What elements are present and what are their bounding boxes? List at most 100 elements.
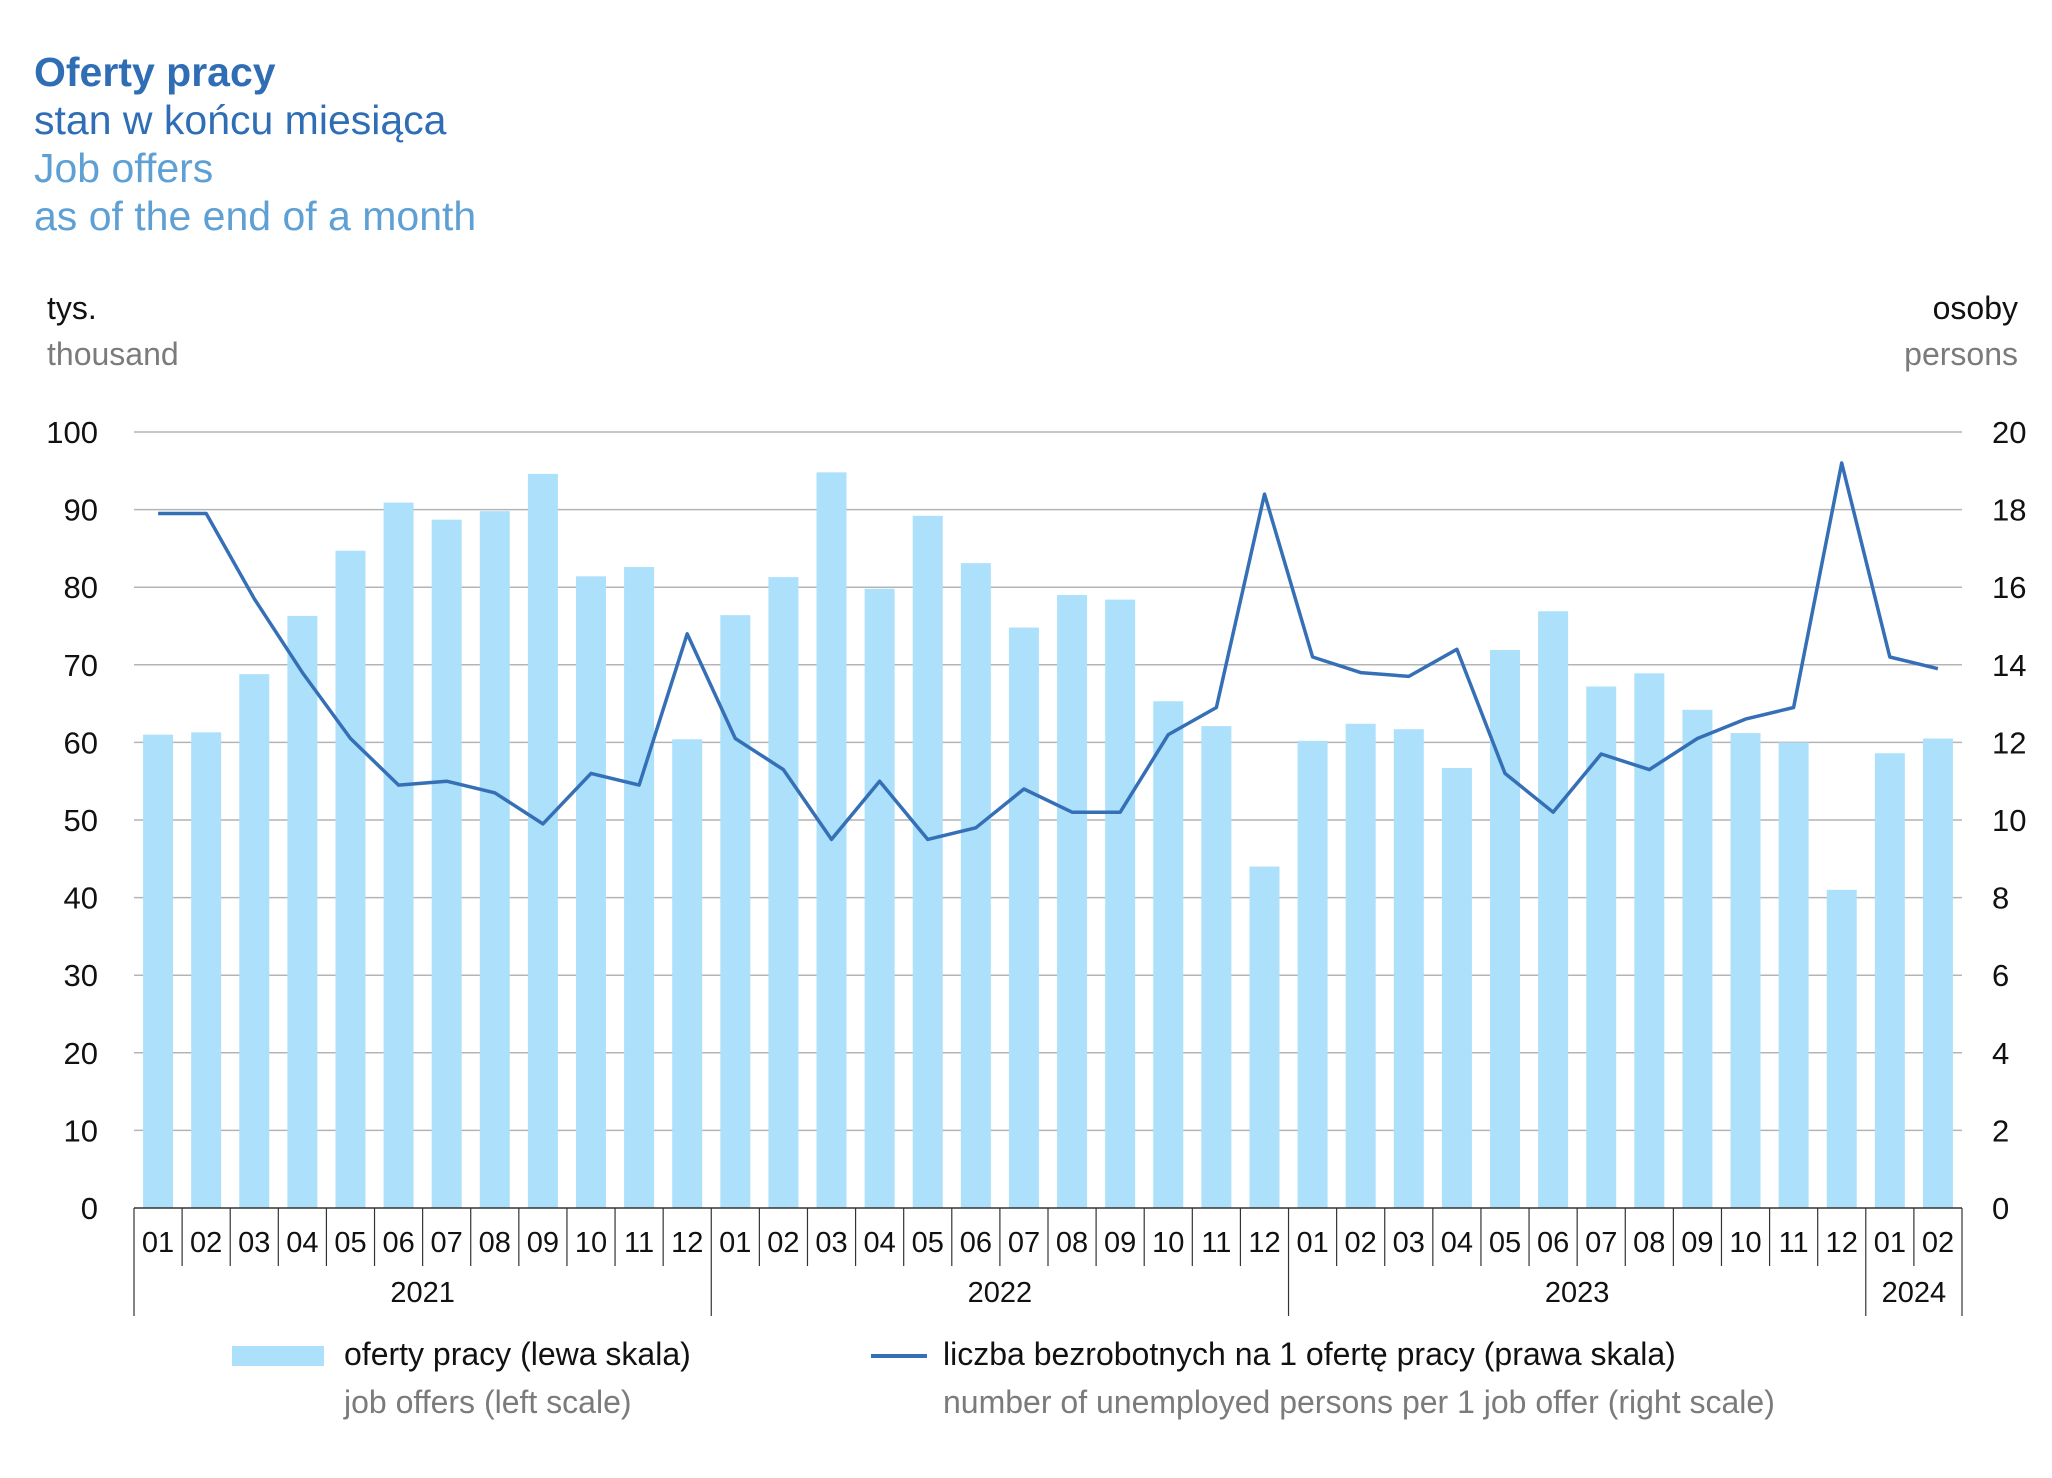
month-label: 03 xyxy=(815,1227,847,1259)
right-tick-label: 6 xyxy=(1992,958,2009,993)
legend-bars-label: oferty pracy (lewa skala) xyxy=(344,1336,691,1372)
month-label: 10 xyxy=(1729,1227,1761,1259)
bar xyxy=(1008,627,1039,1208)
legend-swatch-line xyxy=(871,1354,927,1358)
bar xyxy=(287,615,318,1208)
right-tick-label: 12 xyxy=(1992,725,2026,760)
bar xyxy=(1682,709,1713,1208)
bar xyxy=(1634,673,1665,1208)
x-axis-years: 2021 2022 2023 2024 xyxy=(390,1277,1946,1309)
bar xyxy=(1586,686,1617,1208)
month-label: 11 xyxy=(1201,1227,1231,1259)
left-tick-label: 100 xyxy=(46,415,98,450)
right-tick-label: 20 xyxy=(1992,415,2026,450)
series-line xyxy=(158,461,1939,842)
left-tick-label: 10 xyxy=(64,1113,98,1148)
line-series xyxy=(158,461,1939,842)
month-label: 08 xyxy=(1633,1227,1665,1259)
axes xyxy=(133,1207,1963,1316)
legend-item-bars: oferty pracy (lewa skala) job offers (le… xyxy=(232,1330,691,1426)
year-label: 2022 xyxy=(968,1277,1033,1309)
bar xyxy=(720,615,751,1208)
year-label: 2024 xyxy=(1882,1277,1947,1309)
left-tick-label: 90 xyxy=(64,493,98,528)
bar xyxy=(383,502,414,1209)
month-label: 02 xyxy=(767,1227,799,1259)
bar xyxy=(479,511,510,1209)
month-label: 08 xyxy=(1056,1227,1088,1259)
bar xyxy=(1345,723,1376,1208)
month-label: 10 xyxy=(1152,1227,1184,1259)
month-label: 12 xyxy=(1826,1227,1858,1259)
bar xyxy=(1826,889,1857,1208)
right-tick-label: 10 xyxy=(1992,803,2026,838)
bar xyxy=(1201,726,1232,1208)
year-label: 2023 xyxy=(1545,1277,1610,1309)
month-label: 02 xyxy=(1922,1227,1954,1259)
left-axis-ticks: 0 10 20 30 40 50 60 70 80 90 100 xyxy=(46,415,98,1226)
bar xyxy=(1057,594,1088,1208)
bar xyxy=(1778,742,1809,1208)
bar xyxy=(1105,599,1136,1208)
bar xyxy=(527,473,558,1208)
bar xyxy=(431,519,462,1208)
month-label: 07 xyxy=(1008,1227,1040,1259)
left-axis-unit-en: thousand xyxy=(47,336,179,372)
bar xyxy=(1441,768,1472,1208)
month-label: 07 xyxy=(431,1227,463,1259)
month-label: 06 xyxy=(382,1227,414,1259)
bar xyxy=(239,674,270,1208)
chart-title-block: Oferty pracy stan w końcu miesiąca Job o… xyxy=(34,48,476,240)
legend-line-label: liczba bezrobotnych na 1 ofertę pracy (p… xyxy=(943,1336,1676,1372)
month-label: 11 xyxy=(1779,1227,1809,1259)
month-label: 06 xyxy=(1537,1227,1569,1259)
bar xyxy=(1538,611,1569,1208)
bar xyxy=(1874,753,1905,1208)
legend-bars-label-en: job offers (left scale) xyxy=(344,1384,632,1420)
month-label: 06 xyxy=(960,1227,992,1259)
month-label: 01 xyxy=(1296,1227,1328,1259)
month-label: 12 xyxy=(1248,1227,1280,1259)
right-tick-label: 16 xyxy=(1992,570,2026,605)
right-tick-label: 18 xyxy=(1992,493,2026,528)
month-label: 09 xyxy=(527,1227,559,1259)
month-label: 05 xyxy=(1489,1227,1521,1259)
month-label: 10 xyxy=(575,1227,607,1259)
month-label: 04 xyxy=(1441,1227,1473,1259)
bar xyxy=(1730,733,1761,1208)
month-label: 05 xyxy=(334,1227,366,1259)
chart-title-en: Job offers xyxy=(34,145,214,191)
bar xyxy=(960,563,991,1208)
chart-title: Oferty pracy xyxy=(34,49,276,95)
left-tick-label: 70 xyxy=(64,648,98,683)
bar xyxy=(1153,701,1184,1208)
left-tick-label: 50 xyxy=(64,803,98,838)
left-axis-unit-pl: tys. xyxy=(47,290,97,326)
right-axis-unit: osoby persons xyxy=(1904,285,2018,377)
month-label: 01 xyxy=(719,1227,751,1259)
left-tick-label: 80 xyxy=(64,570,98,605)
month-label: 04 xyxy=(286,1227,318,1259)
left-tick-label: 60 xyxy=(64,725,98,760)
x-axis-categories: 01 02 03 04 05 06 07 08 09 10 11 12 01 02 03 04 05 06 07 08… xyxy=(142,1227,1954,1259)
bar xyxy=(1249,866,1280,1208)
bar xyxy=(143,734,174,1208)
right-axis-ticks: 0 2 4 6 8 10 12 14 16 18 20 xyxy=(1992,415,2026,1226)
legend-swatch-bars xyxy=(232,1346,324,1366)
bar xyxy=(1490,650,1520,1208)
right-axis-unit-en: persons xyxy=(1904,336,2018,372)
month-label: 08 xyxy=(479,1227,511,1259)
month-label: 09 xyxy=(1104,1227,1136,1259)
left-tick-label: 40 xyxy=(64,881,98,916)
right-tick-label: 2 xyxy=(1992,1113,2009,1148)
bar xyxy=(335,550,366,1208)
chart-subtitle-en: as of the end of a month xyxy=(34,193,477,239)
legend-item-line: liczba bezrobotnych na 1 ofertę pracy (p… xyxy=(871,1330,1775,1426)
right-tick-label: 14 xyxy=(1992,648,2026,683)
month-label: 07 xyxy=(1585,1227,1617,1259)
bar xyxy=(576,576,606,1208)
right-tick-label: 4 xyxy=(1992,1036,2009,1071)
month-label: 11 xyxy=(624,1227,654,1259)
left-axis-unit: tys. thousand xyxy=(47,285,179,377)
month-label: 01 xyxy=(142,1227,174,1259)
